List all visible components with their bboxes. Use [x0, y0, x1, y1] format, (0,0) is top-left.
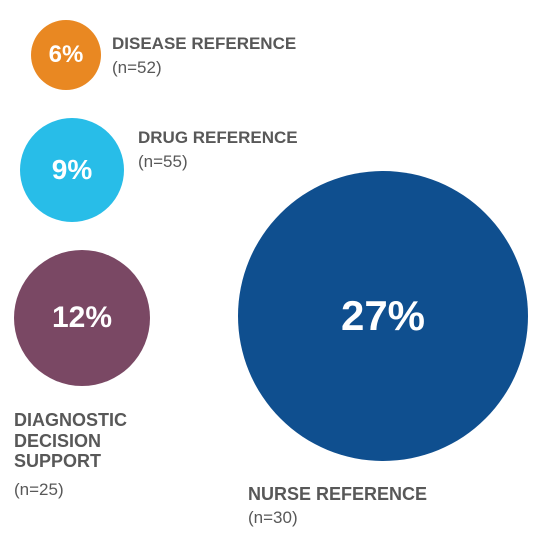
label-drug: DRUG REFERENCE [138, 128, 298, 148]
n-text: (n=55) [138, 152, 188, 171]
label-title: DIAGNOSTIC DECISION SUPPORT [14, 410, 127, 471]
label-nurse: NURSE REFERENCE [248, 484, 427, 505]
bubble-drug: 9% [20, 118, 124, 222]
label-diagnostic: DIAGNOSTIC DECISION SUPPORT [14, 410, 164, 472]
n-nurse: (n=30) [248, 508, 298, 528]
label-title: NURSE REFERENCE [248, 484, 427, 504]
n-text: (n=52) [112, 58, 162, 77]
label-disease: DISEASE REFERENCE [112, 34, 296, 54]
bubble-value: 9% [52, 154, 92, 186]
bubble-value: 6% [49, 41, 84, 69]
bubble-diagnostic: 12% [14, 250, 150, 386]
n-text: (n=30) [248, 508, 298, 527]
n-diagnostic: (n=25) [14, 480, 64, 500]
label-title: DRUG REFERENCE [138, 128, 298, 147]
bubble-value: 12% [52, 301, 112, 335]
bubble-infographic: 6% DISEASE REFERENCE (n=52) 9% DRUG REFE… [0, 0, 542, 546]
n-disease: (n=52) [112, 58, 162, 78]
label-title: DISEASE REFERENCE [112, 34, 296, 53]
bubble-nurse: 27% [238, 171, 528, 461]
n-drug: (n=55) [138, 152, 188, 172]
n-text: (n=25) [14, 480, 64, 499]
bubble-disease: 6% [31, 20, 101, 90]
bubble-value: 27% [341, 292, 425, 340]
